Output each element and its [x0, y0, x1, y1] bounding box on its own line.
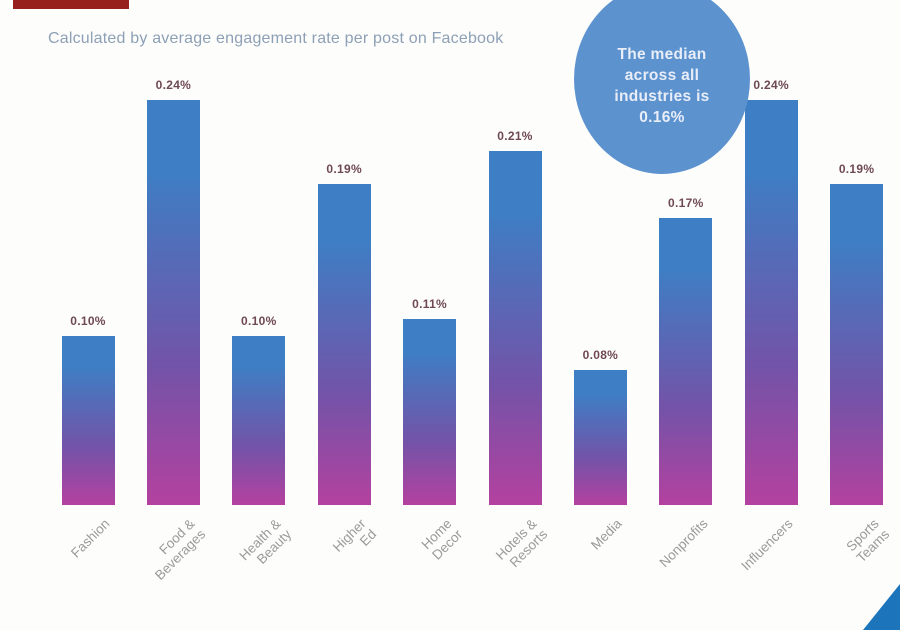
bar [488, 151, 542, 505]
bar [403, 319, 457, 505]
category-label: Nonprofits [656, 516, 711, 571]
bar [573, 370, 627, 505]
chart-subtitle: Calculated by average engagement rate pe… [48, 30, 504, 47]
bar [146, 100, 200, 505]
bar-value-label: 0.24% [155, 78, 192, 92]
bar [744, 100, 798, 505]
median-annotation-text: The median across all industries is 0.16… [614, 46, 710, 126]
bar-value-label: 0.08% [582, 348, 619, 362]
bar-value-label: 0.19% [326, 162, 362, 176]
category-label: Influencers [738, 516, 796, 574]
bar-value-label: 0.24% [753, 78, 789, 92]
bar [830, 184, 884, 505]
median-annotation-bubble: The median across all industries is 0.16… [574, 0, 750, 174]
bar-value-label: 0.10% [241, 314, 277, 328]
bar-value-label: 0.19% [838, 162, 875, 176]
category-label: Fashion [68, 516, 113, 561]
bar [317, 184, 371, 505]
top-left-accent-bar [13, 0, 129, 9]
bar-value-label: 0.10% [70, 314, 106, 328]
bar-value-label: 0.21% [497, 129, 533, 143]
bar [659, 218, 713, 505]
bar [61, 336, 115, 505]
bar [232, 336, 286, 505]
bar-value-label: 0.11% [412, 297, 448, 311]
bar-value-label: 0.17% [668, 196, 704, 210]
corner-triangle-decoration [863, 584, 900, 630]
